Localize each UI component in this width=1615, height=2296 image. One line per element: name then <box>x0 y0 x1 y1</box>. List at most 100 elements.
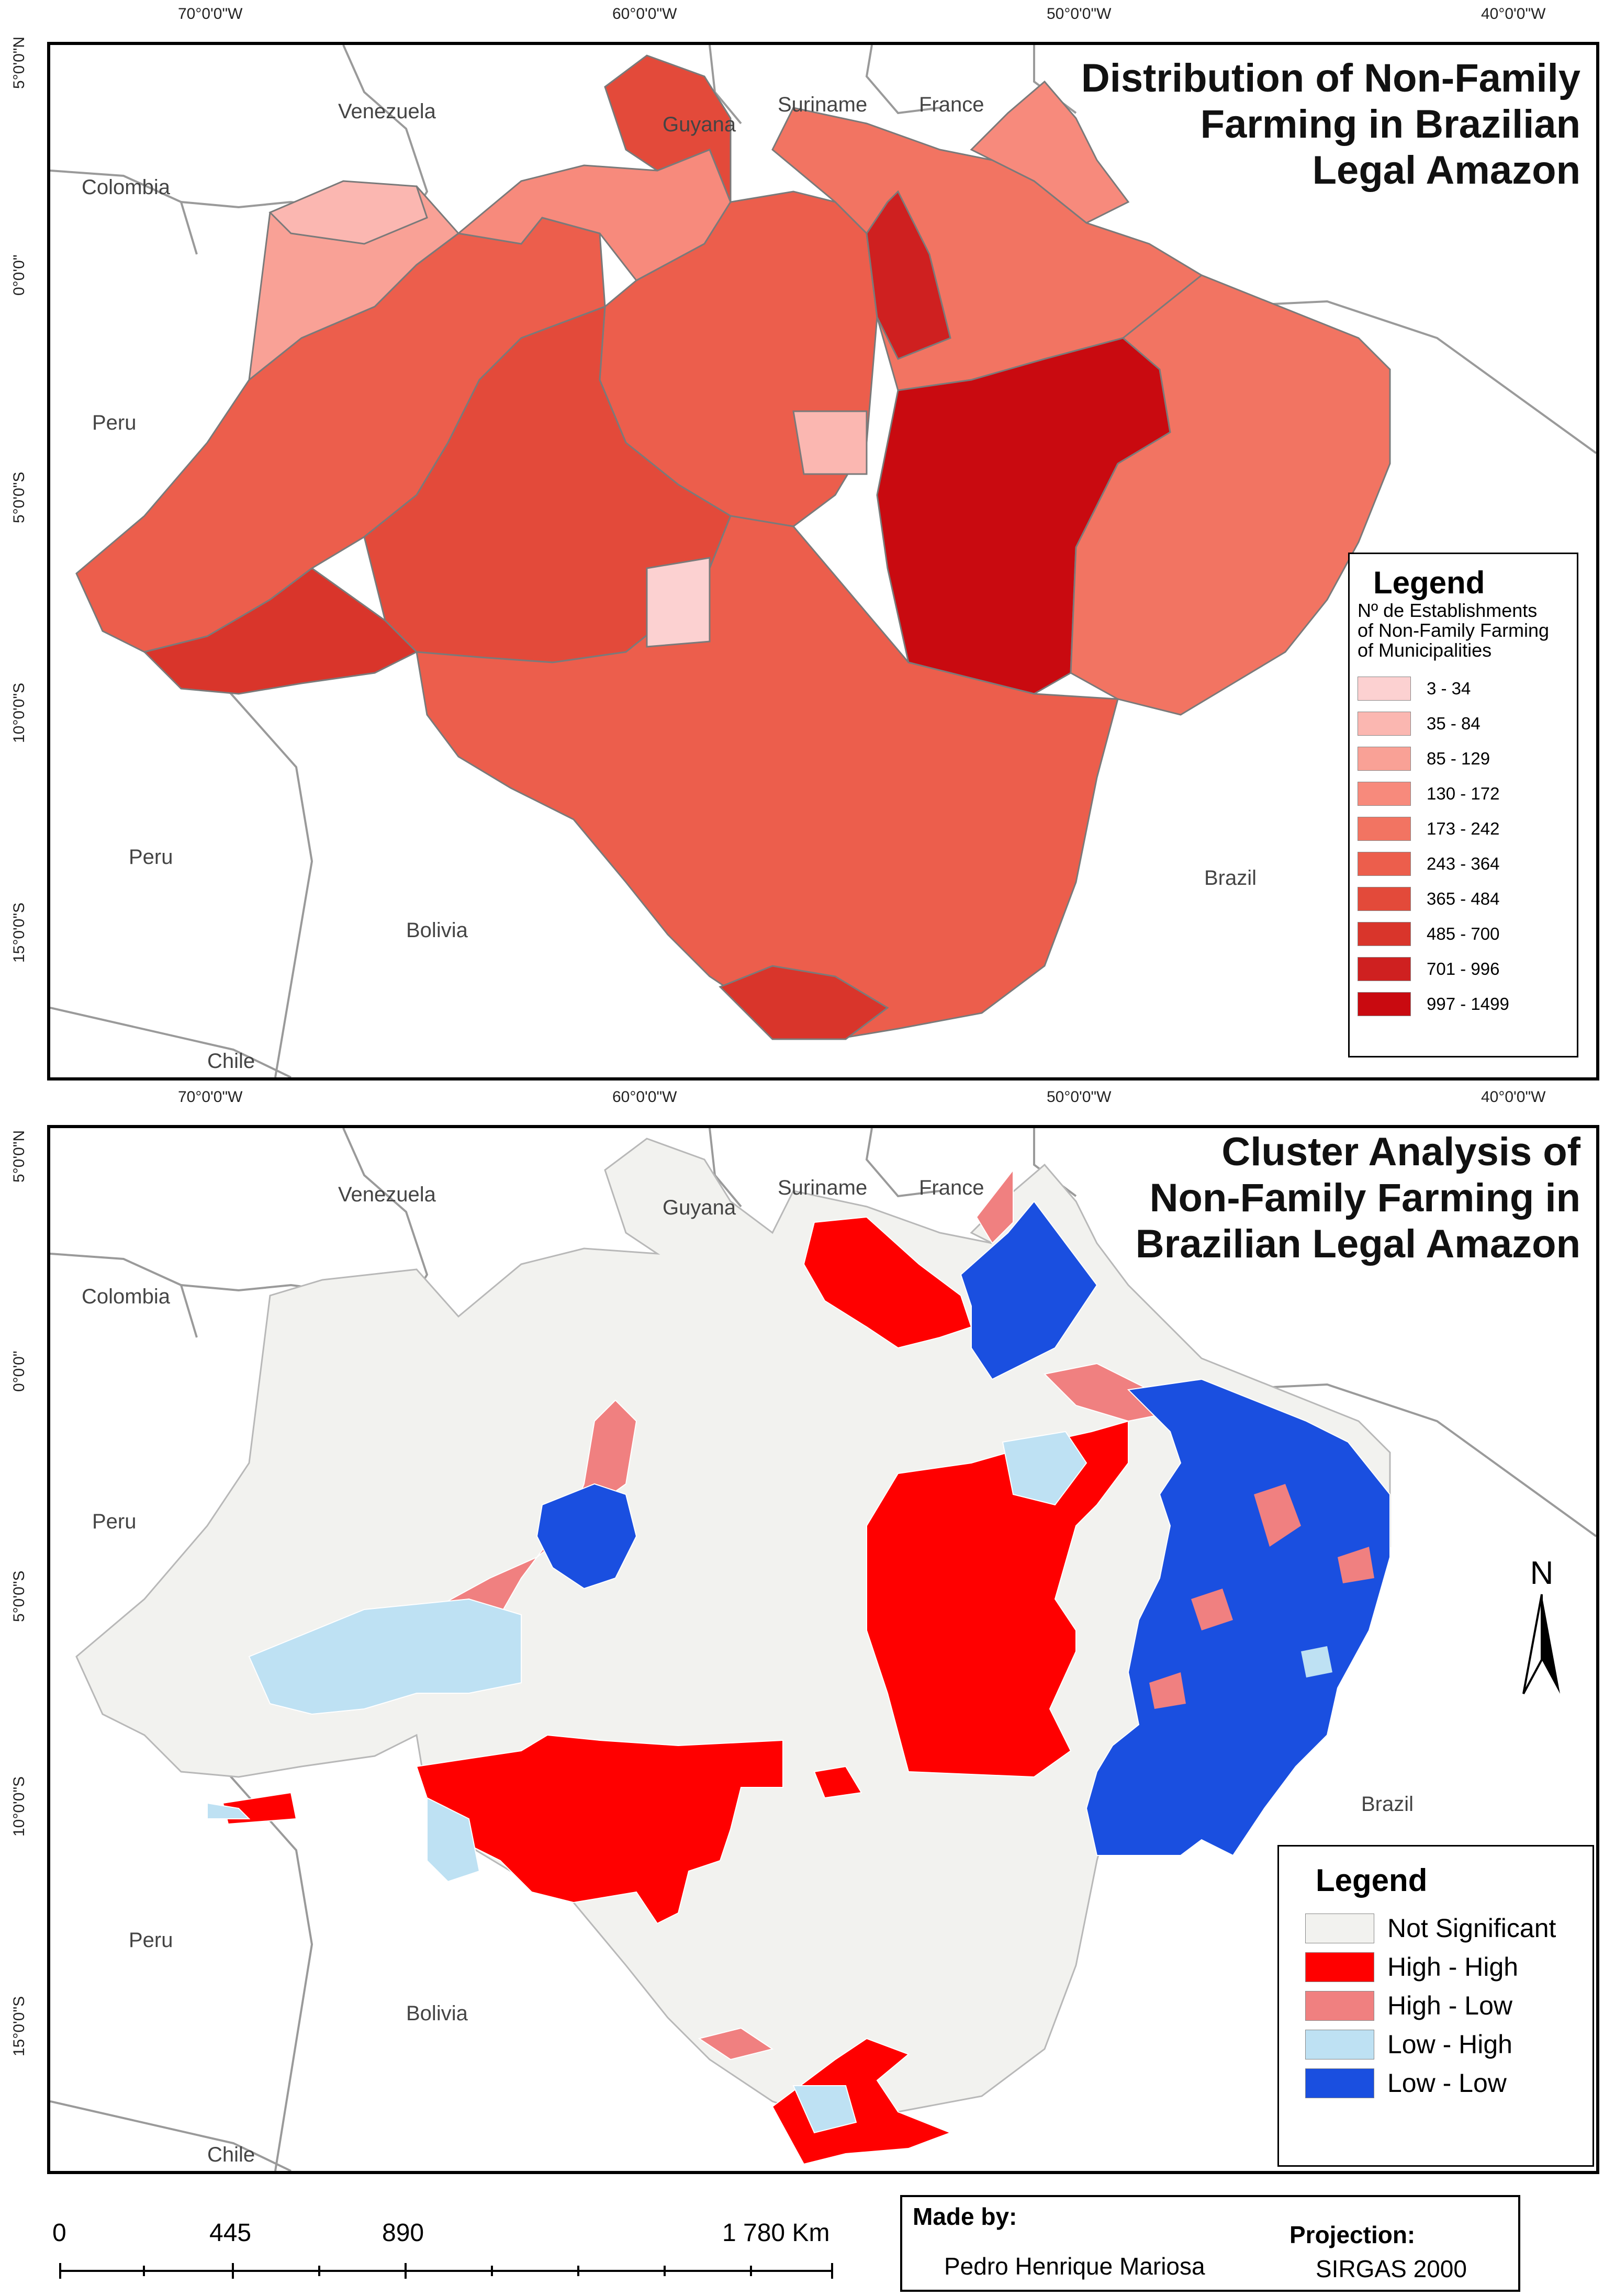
cluster-high-low-east-mix <box>1149 1672 1186 1709</box>
credits-box: Made by: Pedro Henrique Mariosa Projecti… <box>900 2195 1520 2292</box>
legend-class-label: 35 - 84 <box>1427 713 1481 733</box>
choropleth-map-canvas <box>50 45 1596 1077</box>
cluster-low-high-bolivia <box>207 1802 251 1819</box>
legend-class-row: 243 - 364 <box>1358 846 1572 881</box>
legend-class-label: 243 - 364 <box>1427 853 1500 873</box>
author-name: Pedro Henrique Mariosa <box>944 2253 1205 2280</box>
cluster-high-high-north <box>803 1216 972 1349</box>
title-line: Cluster Analysis of <box>1221 1130 1580 1174</box>
cluster-low-high-rondonia <box>427 1797 480 1883</box>
country-label-bolivia: Bolivia <box>406 919 468 942</box>
region-light-3 <box>792 410 868 475</box>
legend-class-label: High - High <box>1387 1952 1519 1982</box>
legend-class-row: 173 - 242 <box>1358 811 1572 846</box>
cluster-low-high-south <box>792 2085 857 2134</box>
longitude-label: 60°0'0"W <box>612 5 677 22</box>
legend-subtitle-line: of Municipalities <box>1358 639 1492 661</box>
legend-title: Legend <box>1316 1863 1428 1898</box>
scale-bar-line <box>59 2263 833 2279</box>
legend-class-row: 365 - 484 <box>1358 881 1572 916</box>
legend-class-row: Not Significant <box>1305 1909 1587 1948</box>
scale-label: 890 <box>382 2219 424 2247</box>
legend-class-list: 3 - 34 35 - 84 85 - 129 130 - 172 173 - 242 2… <box>1358 671 1572 1021</box>
north-arrow-label: N <box>1530 1555 1554 1591</box>
scale-label: 445 <box>209 2219 252 2247</box>
projection-label: Projection: <box>1289 2221 1416 2248</box>
country-label-colombia: Colombia <box>82 1285 170 1308</box>
cluster-high-low-east-mix <box>1254 1484 1301 1547</box>
legend-swatch <box>1358 711 1411 736</box>
cluster-low-low-central <box>536 1483 637 1590</box>
longitude-label: 70°0'0"W <box>178 5 243 22</box>
country-label-suriname: Suriname <box>778 93 868 116</box>
country-label-bolivia: Bolivia <box>406 2002 468 2025</box>
legend-class-row: 35 - 84 <box>1358 706 1572 741</box>
country-label-peru: Peru <box>92 411 137 434</box>
legend-class-label: 130 - 172 <box>1427 783 1500 803</box>
region-light-2 <box>646 557 711 648</box>
title-line: Farming in Brazilian <box>1200 102 1580 147</box>
legend-class-label: 173 - 242 <box>1427 818 1500 838</box>
legend-swatch <box>1305 2068 1374 2098</box>
choropleth-map-title: Distribution of Non-Family Farming in Br… <box>1081 55 1580 194</box>
country-label-peru: Peru <box>129 846 173 869</box>
latitude-label: 10°0'0"S <box>10 1776 28 1837</box>
legend-swatch <box>1358 746 1411 771</box>
cluster-high-low-amapa <box>975 1168 1014 1244</box>
latitude-label: 15°0'0"S <box>10 1996 28 2056</box>
legend-class-label: Low - High <box>1387 2030 1512 2059</box>
legend-swatch <box>1358 886 1411 911</box>
cluster-high-low-east-mix <box>1338 1547 1374 1583</box>
legend-class-row: 85 - 129 <box>1358 741 1572 776</box>
cluster-low-high-east-mix <box>1301 1646 1332 1678</box>
scale-label: 0 <box>52 2219 66 2247</box>
legend-subtitle: Nº de Establishments of Non-Family Farmi… <box>1358 601 1572 660</box>
longitude-label: 70°0'0"W <box>178 1088 243 1106</box>
longitude-label: 40°0'0"W <box>1481 5 1546 22</box>
title-line: Legal Amazon <box>1312 148 1580 193</box>
choropleth-map-panel: Distribution of Non-Family Farming in Br… <box>47 42 1599 1081</box>
scale-bar: 0 445 890 1 780 Km <box>52 2219 837 2281</box>
longitude-label: 60°0'0"W <box>612 1088 677 1106</box>
latitude-label: 15°0'0"S <box>10 902 28 963</box>
choropleth-legend: Legend Nº de Establishments of Non-Famil… <box>1348 553 1578 1057</box>
legend-class-label: 365 - 484 <box>1427 888 1500 908</box>
latitude-label: 0°0'0" <box>10 254 28 296</box>
legend-title: Legend <box>1373 565 1485 600</box>
legend-class-label: 3 - 34 <box>1427 678 1471 698</box>
cluster-low-high-para <box>1002 1431 1087 1506</box>
cluster-legend: Legend Not Significant High - High High - … <box>1277 1845 1594 2167</box>
legend-subtitle-line: Nº de Establishments <box>1358 600 1538 621</box>
longitude-label: 40°0'0"W <box>1481 1088 1546 1106</box>
region-south-high <box>719 965 889 1040</box>
projection-value: SIRGAS 2000 <box>1316 2255 1467 2282</box>
scale-label: 1 780 Km <box>722 2219 830 2247</box>
legend-class-label: Low - Low <box>1387 2068 1507 2098</box>
legend-swatch <box>1358 992 1411 1016</box>
cluster-high-high-south <box>771 2038 952 2165</box>
title-line: Non-Family Farming in <box>1149 1176 1580 1220</box>
country-label-chile: Chile <box>207 1050 255 1073</box>
legend-swatch <box>1358 781 1411 806</box>
legend-swatch <box>1305 1952 1374 1982</box>
region-para-corridor <box>866 190 951 360</box>
country-label-suriname: Suriname <box>778 1176 868 1199</box>
legend-class-label: High - Low <box>1387 1991 1512 2020</box>
legend-class-label: 701 - 996 <box>1427 959 1500 978</box>
legend-swatch <box>1305 1990 1374 2021</box>
legend-class-label: 85 - 129 <box>1427 748 1490 768</box>
cluster-high-high-east <box>813 1765 862 1799</box>
country-label-guyana: Guyana <box>663 1196 736 1219</box>
latitude-label: 0°0'0" <box>10 1350 28 1392</box>
legend-class-label: 997 - 1499 <box>1427 994 1509 1014</box>
legend-class-row: Low - High <box>1305 2025 1587 2064</box>
legend-swatch <box>1305 2029 1374 2059</box>
cluster-low-low-east <box>1085 1378 1390 1856</box>
legend-class-label: 485 - 700 <box>1427 924 1500 943</box>
legend-subtitle-line: of Non-Family Farming <box>1358 620 1550 641</box>
country-label-brazil: Brazil <box>1361 1793 1414 1816</box>
cluster-high-low-east-mix <box>1191 1589 1233 1630</box>
country-label-peru: Peru <box>92 1510 137 1533</box>
legend-class-row: 997 - 1499 <box>1358 986 1572 1021</box>
north-arrow-icon <box>1522 1594 1560 1694</box>
